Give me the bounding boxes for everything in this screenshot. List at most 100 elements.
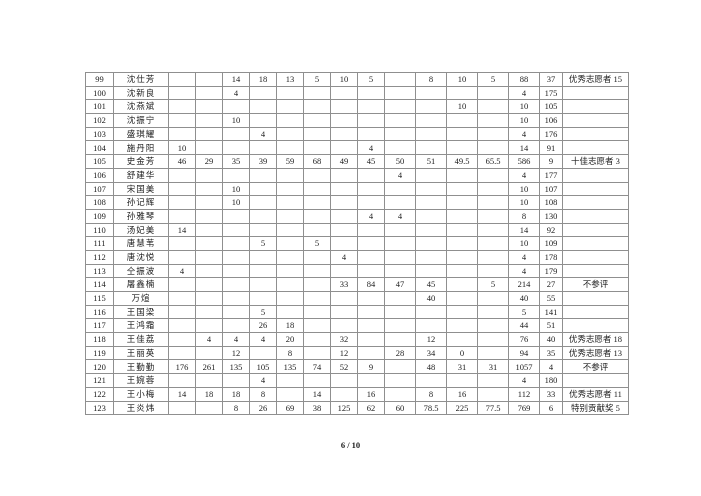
table-row: 104 施丹阳 10 4 14 91 <box>85 140 629 156</box>
score-cell <box>330 263 358 279</box>
score-cell <box>222 208 250 224</box>
score-cell <box>415 373 447 388</box>
score-cell: 31 <box>477 359 509 375</box>
score-cell <box>477 208 509 224</box>
score-cell <box>195 113 223 128</box>
volunteer-name-cell: 沈燕斌 <box>113 99 169 115</box>
score-cell <box>168 400 196 416</box>
score-cell: 48 <box>415 359 447 375</box>
score-cell <box>195 167 223 183</box>
score-cell: 18 <box>222 386 250 402</box>
score-cell <box>330 195 358 210</box>
score-cell <box>249 85 277 101</box>
score-cell <box>303 140 331 156</box>
score-cell <box>357 236 385 251</box>
score-cell: 10 <box>446 72 478 87</box>
score-cell <box>222 126 250 142</box>
score-cell <box>384 359 416 375</box>
score-cell <box>195 208 223 224</box>
score-cell: 34 <box>415 345 447 361</box>
score-cell <box>446 304 478 320</box>
score-cell <box>168 167 196 183</box>
score-cell <box>222 236 250 251</box>
score-cell <box>168 126 196 142</box>
score-cell <box>195 291 223 306</box>
score-cell <box>276 167 304 183</box>
score-cell <box>446 195 478 210</box>
score-cell <box>303 277 331 292</box>
score-cell <box>415 318 447 334</box>
volunteer-name-cell: 史金芳 <box>113 154 169 169</box>
score-cell: 84 <box>357 277 385 292</box>
score-cell: 45 <box>357 154 385 169</box>
volunteer-name-cell: 王小梅 <box>113 386 169 402</box>
score-cell: 10 <box>222 181 250 197</box>
score-cell <box>249 181 277 197</box>
row-number-cell: 107 <box>85 181 114 197</box>
score-cell: 4 <box>384 208 416 224</box>
rank-cell: 51 <box>539 318 563 334</box>
score-cell <box>330 386 358 402</box>
score-cell <box>330 167 358 183</box>
score-cell <box>477 263 509 279</box>
table-row: 119 王丽英 12 8 12 28 34 0 94 35 优秀志愿者 13 <box>85 345 629 361</box>
score-cell: 16 <box>446 386 478 402</box>
score-cell: 46 <box>168 154 196 169</box>
score-cell <box>384 85 416 101</box>
score-cell: 8 <box>415 72 447 87</box>
score-cell <box>222 249 250 265</box>
score-cell <box>195 373 223 388</box>
rank-cell: 108 <box>539 195 563 210</box>
score-cell <box>330 99 358 115</box>
score-cell <box>168 332 196 347</box>
volunteer-name-cell: 唐慧苇 <box>113 236 169 251</box>
row-number-cell: 122 <box>85 386 114 402</box>
score-cell <box>446 167 478 183</box>
table-row: 100 沈新良 4 4 175 <box>85 85 629 101</box>
score-cell: 4 <box>384 167 416 183</box>
score-cell <box>222 277 250 292</box>
score-cell <box>276 263 304 279</box>
volunteer-name-cell: 万煊 <box>113 291 169 306</box>
score-cell <box>446 249 478 265</box>
score-cell: 4 <box>357 208 385 224</box>
score-cell <box>415 304 447 320</box>
score-cell <box>357 99 385 115</box>
score-cell <box>195 304 223 320</box>
score-cell <box>168 236 196 251</box>
table-row: 102 沈振宁 10 10 106 <box>85 113 629 128</box>
row-number-cell: 123 <box>85 400 114 416</box>
score-cell <box>303 181 331 197</box>
score-cell <box>168 85 196 101</box>
total-cell: 4 <box>508 263 540 279</box>
score-cell <box>222 304 250 320</box>
row-number-cell: 120 <box>85 359 114 375</box>
table-row: 111 唐慧苇 5 5 10 109 <box>85 236 629 251</box>
total-cell: 76 <box>508 332 540 347</box>
score-cell <box>384 72 416 87</box>
score-cell <box>384 222 416 238</box>
score-cell <box>276 113 304 128</box>
score-cell: 4 <box>195 332 223 347</box>
score-cell: 8 <box>222 400 250 416</box>
score-cell: 13 <box>276 72 304 87</box>
score-cell: 39 <box>249 154 277 169</box>
score-cell <box>384 140 416 156</box>
total-cell: 112 <box>508 386 540 402</box>
table-row: 109 孙雅琴 4 4 8 130 <box>85 208 629 224</box>
score-cell <box>384 318 416 334</box>
award-cell: 优秀志愿者 15 <box>562 72 629 87</box>
score-cell: 35 <box>222 154 250 169</box>
score-cell <box>477 345 509 361</box>
score-cell <box>249 113 277 128</box>
table-row: 101 沈燕斌 10 10 105 <box>85 99 629 115</box>
score-cell <box>249 263 277 279</box>
score-cell <box>384 181 416 197</box>
score-cell: 69 <box>276 400 304 416</box>
rank-cell: 180 <box>539 373 563 388</box>
table-row: 113 仝振波 4 4 179 <box>85 263 629 279</box>
score-cell <box>195 99 223 115</box>
score-cell <box>303 373 331 388</box>
row-number-cell: 121 <box>85 373 114 388</box>
score-cell <box>249 99 277 115</box>
